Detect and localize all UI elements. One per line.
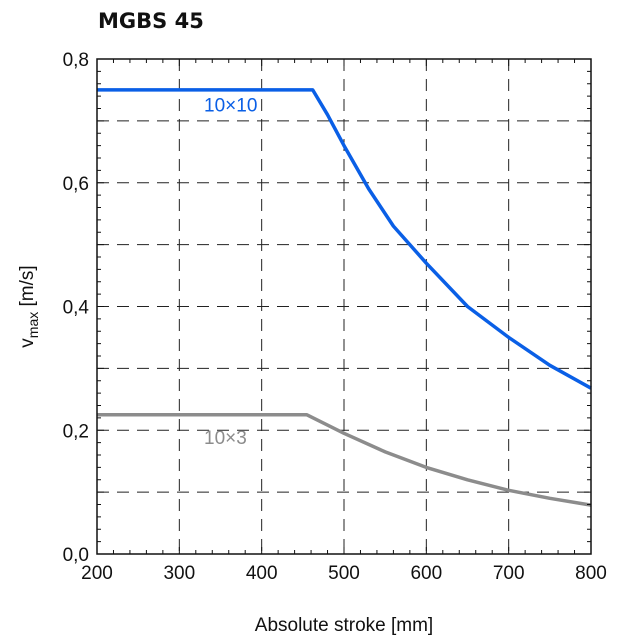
y-axis-label-unit: [m/s] [17,265,38,311]
y-axis-label-main: v [17,338,38,348]
x-tick-label: 500 [328,563,360,584]
chart-grid [97,59,591,554]
series-line [97,413,592,507]
chart-series-labels: 10×10 10×3 [204,96,257,449]
y-tick-label: 0,8 [63,50,89,71]
y-axis-label: vmax [m/s] [17,265,41,347]
chart-series [97,88,592,507]
series-label: 10×10 [204,96,257,117]
y-tick-label: 0,2 [63,421,89,442]
series-label: 10×3 [204,428,247,449]
chart-ticks [96,58,592,555]
y-tick-label: 0,0 [63,545,89,566]
y-tick-label: 0,6 [63,174,89,195]
y-tick-label: 0,4 [63,298,90,319]
x-tick-label: 400 [246,563,278,584]
x-tick-label: 600 [410,563,442,584]
x-tick-label: 700 [493,563,525,584]
x-axis-label: Absolute stroke [mm] [255,615,433,636]
chart-tick-labels: 200 300 400 500 600 700 800 0,0 0,2 0,4 0,6 0,8 [63,50,607,584]
x-tick-label: 800 [575,563,607,584]
x-tick-label: 200 [81,563,113,584]
chart-title: MGBS 45 [98,9,204,33]
x-tick-label: 300 [163,563,195,584]
series-line [97,88,592,390]
y-axis-label-subscript: max [25,312,41,338]
